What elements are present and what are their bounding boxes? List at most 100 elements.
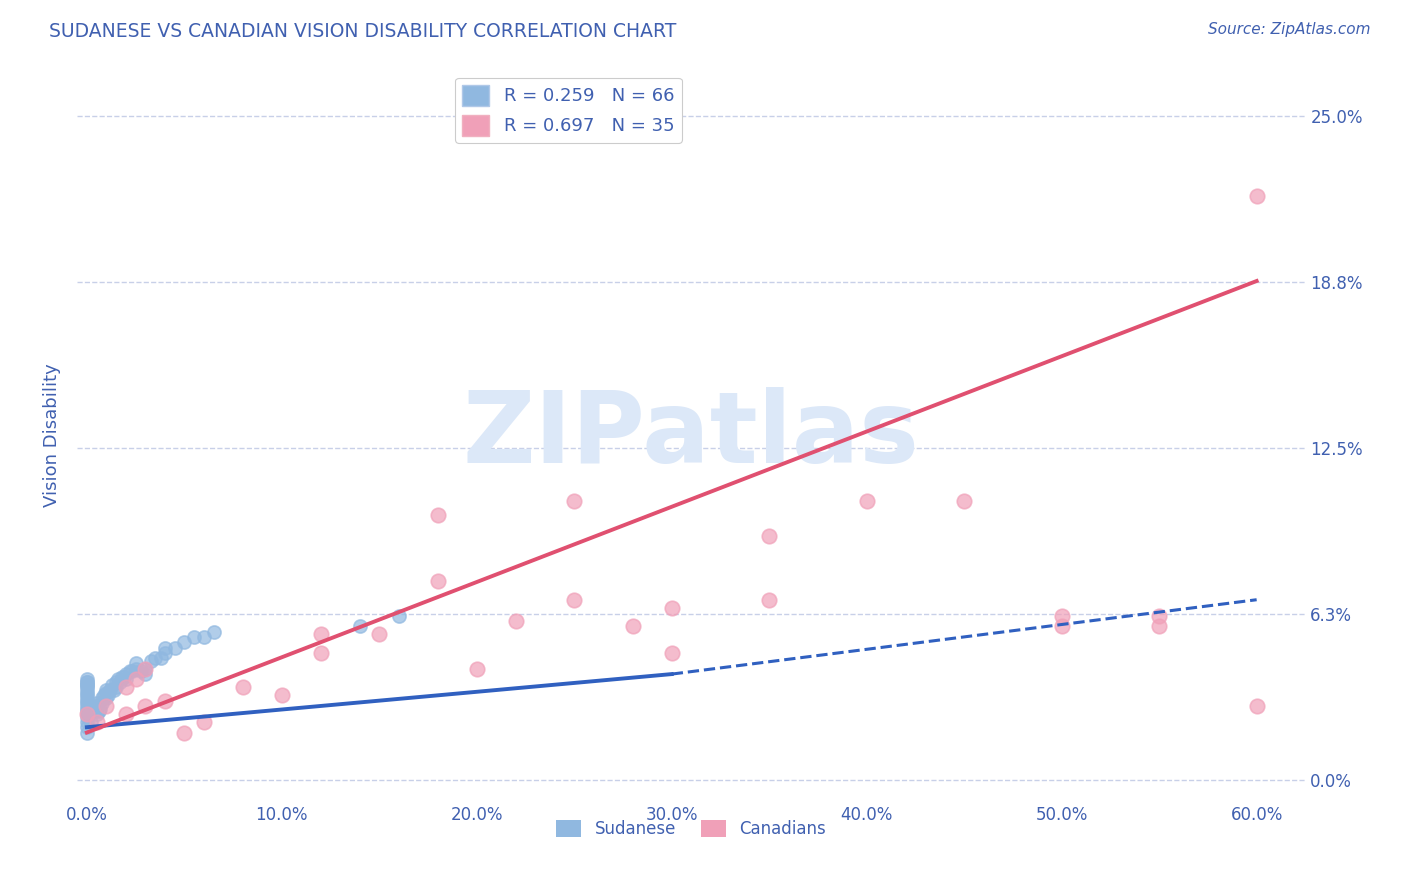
- Text: ZIPatlas: ZIPatlas: [463, 386, 920, 483]
- Point: [202, 624, 225, 639]
- Point: [93, 689, 115, 703]
- Point: [86, 696, 108, 710]
- Point: [76, 701, 98, 715]
- Point: [183, 630, 205, 644]
- Text: SUDANESE VS CANADIAN VISION DISABILITY CORRELATION CHART: SUDANESE VS CANADIAN VISION DISABILITY C…: [49, 22, 676, 41]
- Point: [562, 592, 585, 607]
- Point: [76, 698, 98, 713]
- Point: [163, 640, 186, 655]
- Point: [91, 691, 114, 706]
- Point: [426, 508, 449, 522]
- Point: [87, 704, 110, 718]
- Point: [76, 720, 98, 734]
- Point: [124, 673, 146, 687]
- Point: [114, 667, 136, 681]
- Point: [1050, 619, 1073, 633]
- Point: [134, 667, 156, 681]
- Point: [953, 494, 976, 508]
- Point: [86, 714, 108, 729]
- Point: [76, 706, 98, 721]
- Point: [143, 651, 166, 665]
- Point: [86, 706, 108, 721]
- Point: [96, 698, 118, 713]
- Point: [76, 675, 98, 690]
- Point: [97, 689, 120, 703]
- Point: [131, 665, 153, 679]
- Point: [114, 681, 136, 695]
- Point: [270, 689, 292, 703]
- Point: [80, 714, 103, 729]
- Point: [368, 627, 391, 641]
- Point: [134, 698, 156, 713]
- Point: [121, 665, 143, 679]
- Point: [103, 683, 125, 698]
- Point: [98, 683, 121, 698]
- Point: [1246, 698, 1268, 713]
- Point: [173, 635, 195, 649]
- Point: [108, 675, 131, 690]
- Point: [505, 614, 527, 628]
- Point: [1147, 608, 1170, 623]
- Point: [1050, 608, 1073, 623]
- Point: [141, 654, 163, 668]
- Point: [124, 657, 146, 671]
- Point: [153, 693, 176, 707]
- Point: [105, 675, 128, 690]
- Point: [426, 574, 449, 588]
- Point: [114, 673, 136, 687]
- Point: [91, 696, 114, 710]
- Point: [855, 494, 877, 508]
- Point: [96, 691, 118, 706]
- Point: [96, 686, 118, 700]
- Point: [86, 698, 108, 713]
- Point: [1246, 189, 1268, 203]
- Point: [76, 691, 98, 706]
- Point: [76, 725, 98, 739]
- Point: [111, 670, 134, 684]
- Point: [309, 627, 332, 641]
- Point: [661, 600, 683, 615]
- Point: [105, 681, 128, 695]
- Point: [112, 670, 135, 684]
- Point: [124, 662, 146, 676]
- Point: [82, 704, 104, 718]
- Point: [89, 701, 111, 715]
- Point: [661, 646, 683, 660]
- Point: [76, 675, 98, 690]
- Point: [758, 592, 780, 607]
- Point: [76, 681, 98, 695]
- Point: [232, 681, 254, 695]
- Point: [76, 686, 98, 700]
- Y-axis label: Vision Disability: Vision Disability: [44, 363, 60, 507]
- Point: [1147, 619, 1170, 633]
- Point: [107, 673, 129, 687]
- Point: [76, 673, 98, 687]
- Point: [758, 529, 780, 543]
- Point: [114, 706, 136, 721]
- Point: [76, 706, 98, 721]
- Point: [465, 662, 488, 676]
- Point: [76, 709, 98, 723]
- Point: [153, 640, 176, 655]
- Point: [193, 630, 215, 644]
- Point: [83, 704, 105, 718]
- Point: [76, 714, 98, 729]
- Text: Source: ZipAtlas.com: Source: ZipAtlas.com: [1208, 22, 1371, 37]
- Point: [76, 696, 98, 710]
- Point: [173, 725, 195, 739]
- Point: [76, 678, 98, 692]
- Point: [621, 619, 644, 633]
- Point: [134, 662, 156, 676]
- Point: [149, 651, 172, 665]
- Point: [76, 693, 98, 707]
- Point: [388, 608, 411, 623]
- Point: [82, 698, 104, 713]
- Point: [76, 689, 98, 703]
- Point: [101, 678, 124, 692]
- Point: [193, 714, 215, 729]
- Point: [118, 665, 141, 679]
- Point: [76, 678, 98, 692]
- Point: [349, 619, 371, 633]
- Point: [96, 683, 118, 698]
- Point: [153, 646, 176, 660]
